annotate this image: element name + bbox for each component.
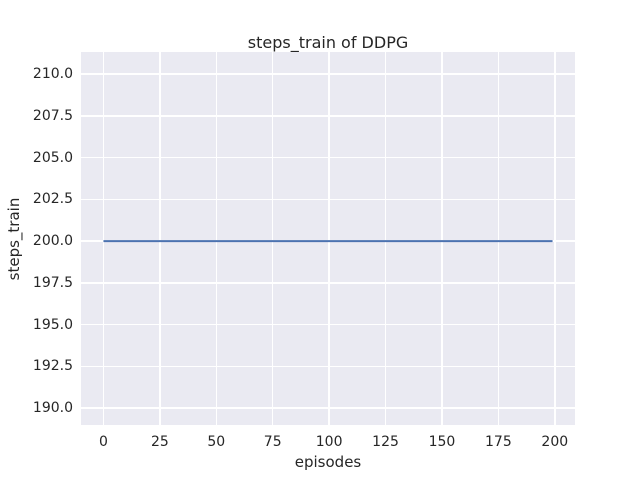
y-gridline xyxy=(81,365,575,368)
x-tick-label: 200 xyxy=(541,434,569,450)
x-gridline xyxy=(271,52,274,425)
x-tick-label: 125 xyxy=(372,434,399,450)
x-gridline xyxy=(384,52,387,425)
y-tick-label: 200.0 xyxy=(32,233,73,250)
x-gridline xyxy=(215,52,218,425)
y-tick-label: 202.5 xyxy=(32,191,73,208)
y-gridline xyxy=(81,73,575,75)
series-layer xyxy=(103,240,553,243)
y-gridline xyxy=(81,323,575,326)
chart-title: steps_train of DDPG xyxy=(247,33,409,52)
y-tick-label: 190.0 xyxy=(32,400,73,417)
y-gridline xyxy=(81,198,575,201)
x-tick-label: 175 xyxy=(485,434,512,450)
y-gridline xyxy=(81,156,575,159)
y-gridline xyxy=(81,282,575,284)
x-gridline xyxy=(441,52,443,425)
x-gridline xyxy=(554,52,556,425)
x-gridline xyxy=(328,52,330,425)
x-gridline xyxy=(159,52,161,425)
y-tick-label: 207.5 xyxy=(32,107,73,124)
x-gridline xyxy=(102,52,105,425)
y-gridline xyxy=(81,407,575,409)
y-tick-label: 205.0 xyxy=(32,149,73,166)
x-tick-label: 0 xyxy=(98,434,108,450)
y-tick-label: 195.0 xyxy=(32,316,73,333)
y-axis-label: steps_train xyxy=(5,197,23,281)
x-gridline xyxy=(497,52,500,425)
y-tick-label: 192.5 xyxy=(32,358,73,375)
y-tick-label: 210.0 xyxy=(32,66,73,83)
x-tick-label: 150 xyxy=(428,434,456,450)
y-gridline xyxy=(81,115,575,117)
plot-area xyxy=(81,52,575,425)
x-tick-label: 25 xyxy=(150,434,169,450)
x-axis-label: episodes xyxy=(294,453,362,471)
y-tick-label: 197.5 xyxy=(32,274,73,291)
x-tick-label: 50 xyxy=(207,434,226,450)
x-tick-label: 100 xyxy=(315,434,343,450)
x-tick-label: 75 xyxy=(263,434,282,450)
